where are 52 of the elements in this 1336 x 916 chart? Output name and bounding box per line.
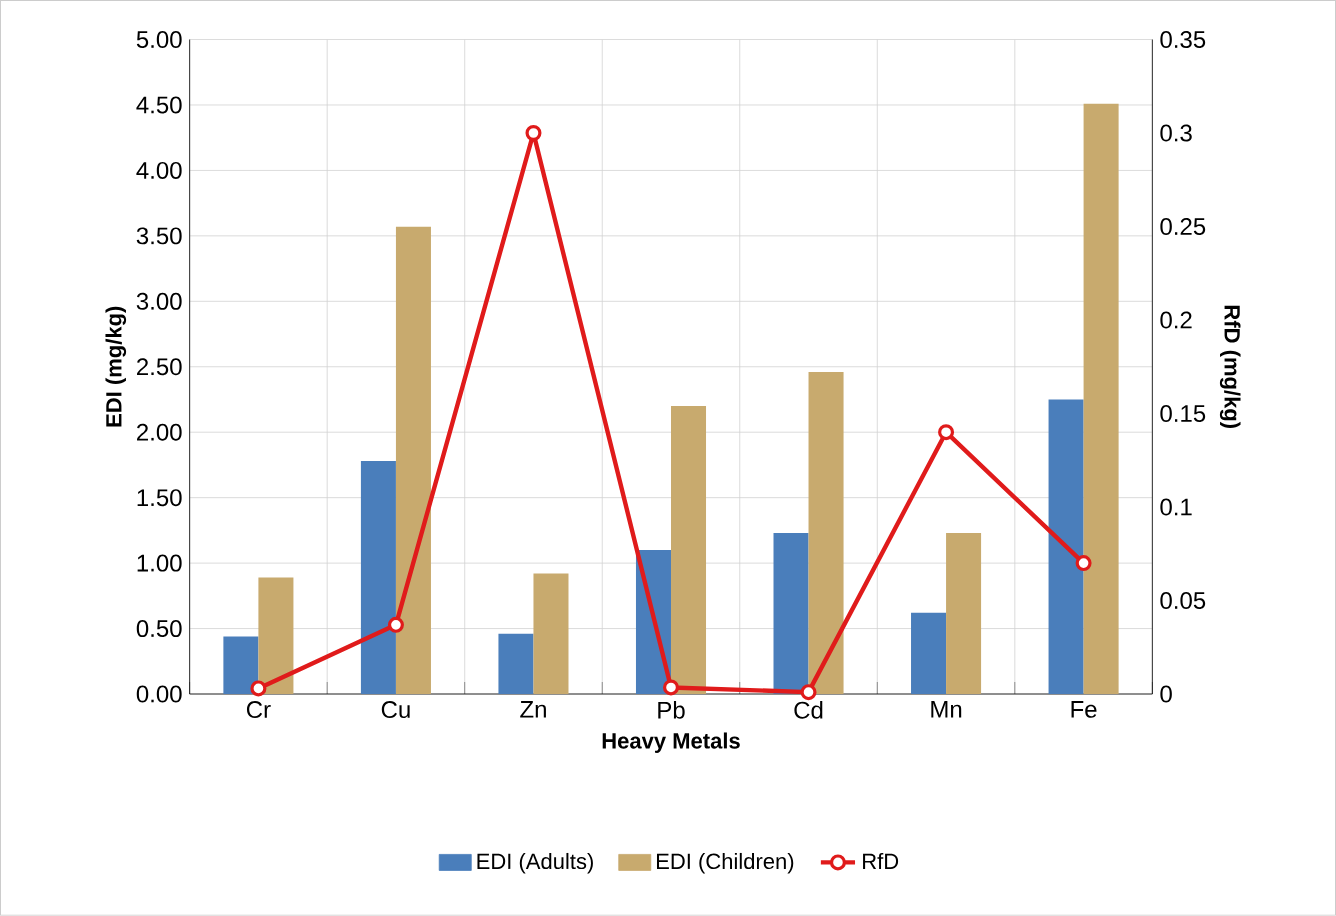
y2-tick-label: 0.15 [1160, 405, 1206, 423]
point [938, 424, 955, 441]
y-tick-label: 4.50 [136, 96, 182, 114]
legend-label: EDI (Children) [657, 853, 794, 874]
y-tick-label: 0.50 [136, 620, 182, 638]
y2-tick-label: 0 [1160, 685, 1172, 703]
bar [498, 633, 534, 695]
y2-tick-label: 0.1 [1160, 498, 1192, 516]
x-tick-label: Fe [1071, 701, 1097, 718]
bar [223, 636, 259, 695]
y2-tick-label: 0.3 [1160, 124, 1192, 142]
bar [1083, 103, 1119, 695]
bar [671, 406, 707, 695]
y2-axis-title: RfD (mg/kg) [1219, 306, 1241, 429]
y-tick-label: 3.00 [136, 292, 182, 310]
bar [773, 533, 809, 695]
bar [946, 533, 982, 695]
x-tick-label: Pb [658, 701, 685, 719]
point [387, 616, 404, 633]
x-tick-label: Cu [381, 701, 410, 719]
point [1075, 555, 1092, 572]
point [525, 125, 542, 142]
bar [1048, 399, 1084, 695]
bar [360, 461, 396, 695]
y-tick-label: 3.50 [136, 227, 182, 245]
y2-tick-label: 0.2 [1160, 311, 1192, 329]
point [663, 679, 680, 696]
point [800, 684, 817, 701]
bar [808, 372, 844, 695]
y2-tick-label: 0.05 [1160, 592, 1206, 610]
bar [395, 226, 431, 695]
y2-tick-label: 0.25 [1160, 218, 1206, 236]
y2-tick-label: 0.35 [1160, 31, 1206, 49]
bar [911, 613, 947, 695]
x-axis-title: Heavy Metals [602, 732, 740, 754]
bar [258, 577, 294, 695]
y-tick-label: 4.00 [136, 162, 182, 180]
y-tick-label: 2.00 [137, 423, 182, 441]
x-tick-label: Cr [246, 701, 271, 719]
legend-label: EDI (Adults) [477, 853, 593, 874]
bar [533, 573, 569, 695]
y-tick-label: 5.00 [136, 31, 182, 49]
x-tick-label: Mn [931, 701, 962, 718]
y-tick-label: 1.00 [137, 554, 182, 572]
y-axis-title: EDI (mg/kg) [105, 306, 127, 427]
point [250, 680, 267, 697]
y-tick-label: 2.50 [137, 358, 182, 376]
x-tick-label: Zn [520, 701, 546, 718]
y-tick-label: 0.00 [136, 685, 182, 703]
legend-label: RfD [863, 853, 899, 870]
y-tick-label: 1.50 [137, 489, 182, 507]
x-tick-label: Cd [794, 701, 823, 719]
